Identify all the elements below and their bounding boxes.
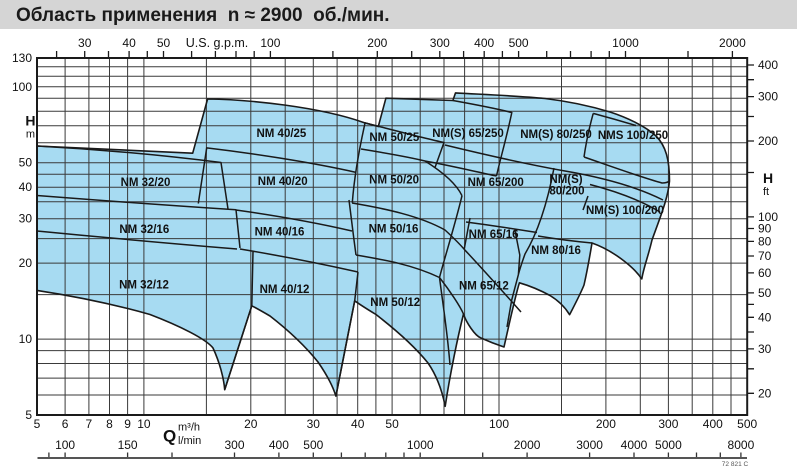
svg-text:50: 50 (157, 36, 171, 50)
svg-text:5000: 5000 (655, 438, 682, 452)
svg-text:Q: Q (163, 427, 176, 446)
svg-text:500: 500 (509, 36, 529, 50)
svg-text:400: 400 (703, 417, 723, 431)
svg-text:5: 5 (34, 417, 41, 431)
svg-text:100: 100 (12, 80, 32, 94)
svg-text:NM 40/16: NM 40/16 (255, 226, 305, 238)
svg-text:NM(S) 100/200: NM(S) 100/200 (586, 205, 664, 217)
svg-text:500: 500 (737, 417, 757, 431)
svg-text:90: 90 (758, 222, 772, 236)
svg-text:200: 200 (758, 134, 778, 148)
svg-text:NM 50/12: NM 50/12 (370, 297, 420, 309)
svg-text:100: 100 (55, 438, 75, 452)
svg-text:400: 400 (758, 58, 778, 72)
svg-text:8000: 8000 (728, 438, 755, 452)
svg-text:2000: 2000 (514, 438, 541, 452)
svg-text:NM 50/20: NM 50/20 (369, 175, 419, 187)
svg-text:10: 10 (137, 417, 151, 431)
svg-text:10: 10 (19, 332, 33, 346)
svg-text:200: 200 (596, 417, 616, 431)
svg-text:NM 40/12: NM 40/12 (260, 284, 310, 296)
svg-text:NM 32/20: NM 32/20 (121, 177, 171, 189)
svg-text:NM 32/12: NM 32/12 (119, 280, 169, 292)
svg-text:3000: 3000 (576, 438, 603, 452)
svg-text:400: 400 (474, 36, 494, 50)
svg-text:40: 40 (19, 180, 33, 194)
svg-text:60: 60 (758, 266, 772, 280)
svg-text:50: 50 (758, 286, 772, 300)
svg-text:300: 300 (224, 438, 244, 452)
svg-text:50: 50 (19, 156, 33, 170)
svg-text:150: 150 (118, 438, 138, 452)
svg-text:H: H (25, 113, 35, 129)
svg-text:NM(S): NM(S) (549, 174, 582, 186)
svg-text:100: 100 (260, 36, 280, 50)
svg-text:40: 40 (122, 36, 136, 50)
svg-text:20: 20 (19, 256, 33, 270)
svg-text:80/200: 80/200 (549, 186, 584, 198)
svg-text:50: 50 (385, 417, 399, 431)
svg-text:400: 400 (269, 438, 289, 452)
svg-text:100: 100 (758, 210, 778, 224)
svg-text:NM 65/16: NM 65/16 (469, 229, 519, 241)
svg-text:NM(S) 65/250: NM(S) 65/250 (432, 128, 504, 140)
svg-text:20: 20 (244, 417, 258, 431)
svg-text:70: 70 (758, 249, 772, 263)
svg-text:8: 8 (106, 417, 113, 431)
svg-text:40: 40 (351, 417, 365, 431)
svg-text:NM 50/25: NM 50/25 (369, 132, 419, 144)
svg-text:1000: 1000 (612, 36, 639, 50)
svg-text:NM(S) 80/250: NM(S) 80/250 (520, 129, 592, 141)
svg-text:130: 130 (12, 51, 32, 65)
svg-text:NM 50/16: NM 50/16 (369, 224, 419, 236)
svg-text:40: 40 (758, 310, 772, 324)
svg-text:200: 200 (367, 36, 387, 50)
svg-text:NM 65/12: NM 65/12 (459, 280, 509, 292)
svg-text:500: 500 (303, 438, 323, 452)
svg-text:1000: 1000 (407, 438, 434, 452)
svg-text:80: 80 (758, 234, 772, 248)
svg-text:NM 40/25: NM 40/25 (256, 128, 306, 140)
svg-text:4000: 4000 (621, 438, 648, 452)
svg-text:l/min: l/min (178, 435, 201, 447)
svg-text:Область применения n ≈ 2900: Область применения n ≈ 2900 об./мин. (16, 5, 390, 26)
svg-text:2000: 2000 (719, 36, 746, 50)
svg-text:m: m (26, 129, 35, 141)
svg-text:m³/h: m³/h (178, 422, 200, 434)
svg-text:72 821 C: 72 821 C (722, 461, 749, 468)
svg-text:NM 80/16: NM 80/16 (531, 245, 581, 257)
svg-text:30: 30 (307, 417, 321, 431)
svg-text:30: 30 (78, 36, 92, 50)
svg-text:NM 65/200: NM 65/200 (468, 177, 524, 189)
svg-text:300: 300 (758, 90, 778, 104)
svg-text:U.S. g.p.m.: U.S. g.p.m. (186, 36, 249, 50)
svg-text:5: 5 (25, 408, 32, 422)
svg-text:NMS 100/250: NMS 100/250 (598, 130, 668, 142)
svg-text:300: 300 (658, 417, 678, 431)
svg-text:6: 6 (62, 417, 69, 431)
svg-text:20: 20 (758, 386, 772, 400)
svg-text:30: 30 (758, 342, 772, 356)
svg-text:300: 300 (430, 36, 450, 50)
svg-text:H: H (763, 170, 773, 186)
svg-text:7: 7 (86, 417, 93, 431)
svg-text:NM 32/16: NM 32/16 (119, 224, 169, 236)
svg-text:ft: ft (763, 186, 769, 198)
svg-text:100: 100 (489, 417, 509, 431)
svg-text:NM 40/20: NM 40/20 (258, 176, 308, 188)
svg-text:30: 30 (19, 212, 33, 226)
svg-text:9: 9 (124, 417, 131, 431)
